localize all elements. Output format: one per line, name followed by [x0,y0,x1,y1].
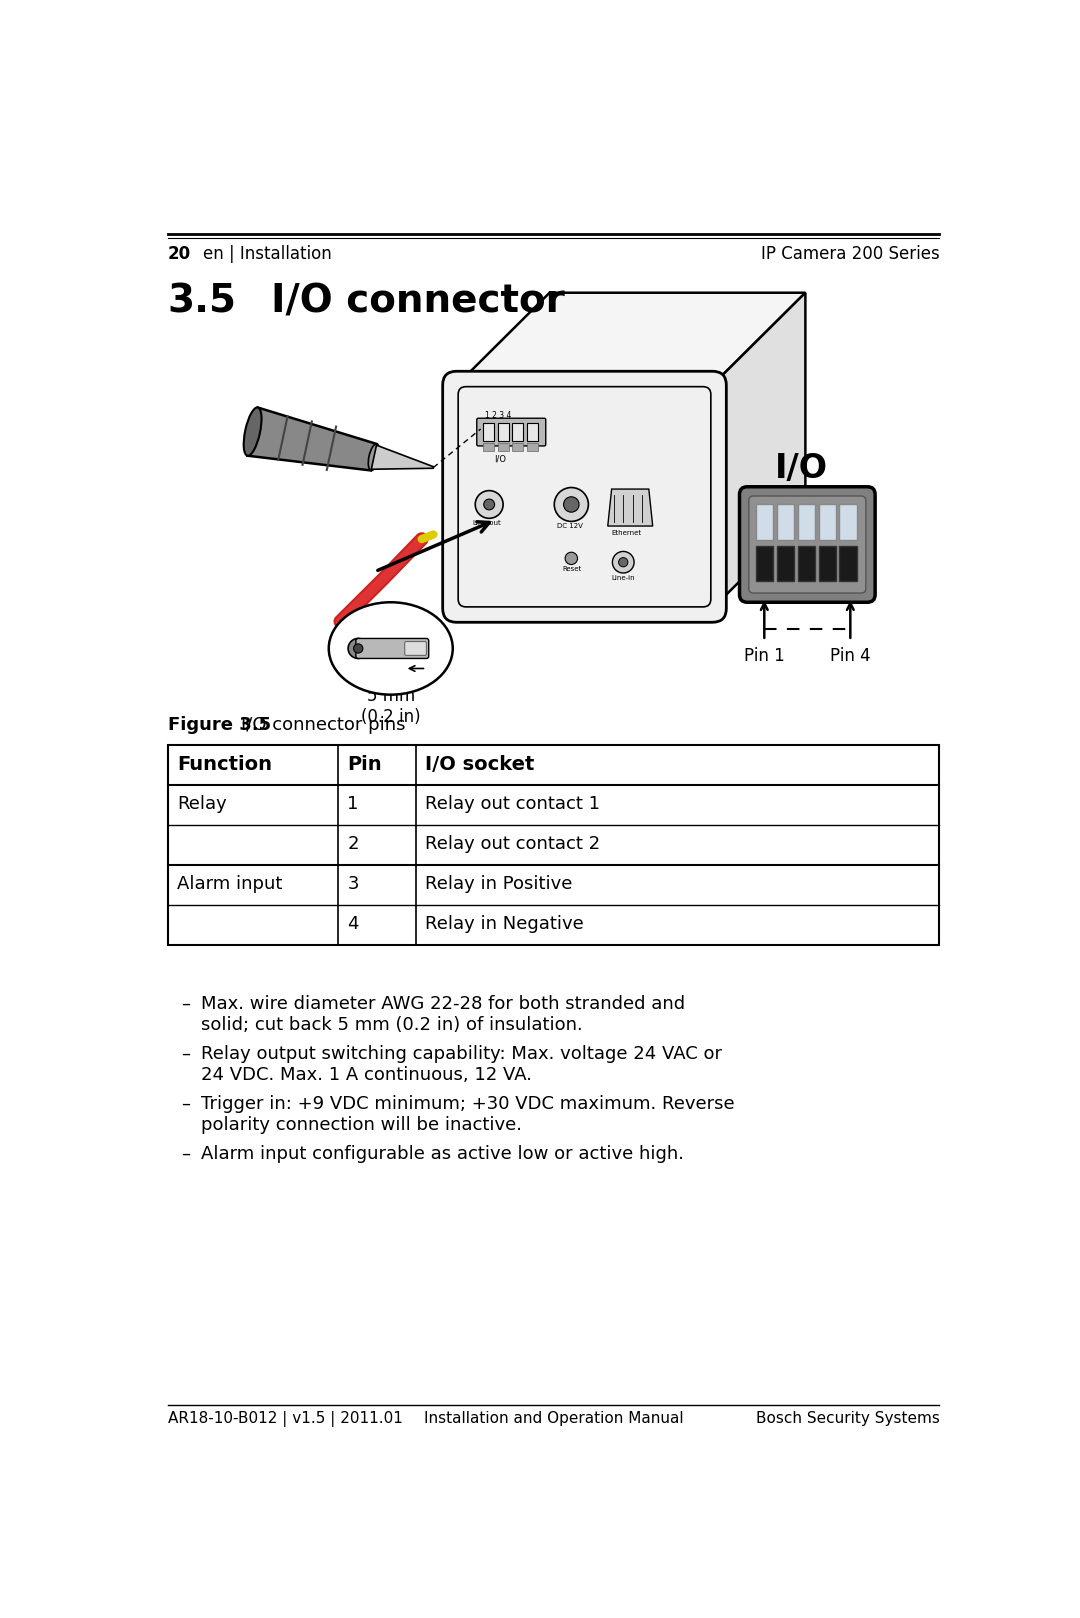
Text: Alarm input: Alarm input [177,875,282,893]
Text: Relay in Positive: Relay in Positive [424,875,572,893]
Text: Trigger in: +9 VDC minimum; +30 VDC maximum. Reverse
polarity connection will be: Trigger in: +9 VDC minimum; +30 VDC maxi… [201,1095,734,1134]
Text: AR18-10-B012 | v1.5 | 2011.01: AR18-10-B012 | v1.5 | 2011.01 [167,1411,403,1427]
Ellipse shape [368,443,379,471]
Text: Line-in: Line-in [611,574,635,581]
Text: Pin 1: Pin 1 [744,647,785,665]
FancyBboxPatch shape [527,422,538,442]
FancyBboxPatch shape [405,641,427,655]
Circle shape [475,490,503,518]
FancyBboxPatch shape [512,443,524,450]
Circle shape [353,644,363,654]
Polygon shape [713,293,806,608]
FancyBboxPatch shape [798,505,814,540]
Text: Alarm input configurable as active low or active high.: Alarm input configurable as active low o… [201,1146,684,1163]
FancyBboxPatch shape [777,545,794,581]
FancyBboxPatch shape [756,545,773,581]
Text: Relay out contact 2: Relay out contact 2 [424,835,600,853]
Bar [167,744,940,945]
Text: Relay output switching capability: Max. voltage 24 VAC or
24 VDC. Max. 1 A conti: Relay output switching capability: Max. … [201,1045,721,1084]
Text: en | Installation: en | Installation [203,244,332,264]
Ellipse shape [244,408,261,456]
Text: 3: 3 [348,875,359,893]
Circle shape [612,552,634,573]
FancyBboxPatch shape [498,443,509,450]
Text: –: – [181,995,190,1013]
Polygon shape [608,489,652,526]
FancyBboxPatch shape [839,505,856,540]
FancyBboxPatch shape [748,497,866,594]
Circle shape [565,552,578,565]
Text: Relay out contact 1: Relay out contact 1 [424,794,599,812]
Text: 5 mm
(0.2 in): 5 mm (0.2 in) [361,688,420,726]
FancyBboxPatch shape [798,545,814,581]
Text: Figure 3.5: Figure 3.5 [167,717,271,735]
Text: Pin 4: Pin 4 [831,647,870,665]
Text: Max. wire diameter AWG 22-28 for both stranded and
solid; cut back 5 mm (0.2 in): Max. wire diameter AWG 22-28 for both st… [201,995,685,1034]
Text: I/O connector: I/O connector [271,283,565,320]
FancyBboxPatch shape [483,422,494,442]
Text: Ethernet: Ethernet [611,529,642,536]
FancyBboxPatch shape [777,505,794,540]
Text: 1 2 3 4: 1 2 3 4 [485,411,511,419]
Text: –: – [181,1095,190,1113]
FancyBboxPatch shape [839,545,856,581]
FancyBboxPatch shape [819,505,836,540]
Text: IP Camera 200 Series: IP Camera 200 Series [760,244,940,264]
Text: Relay: Relay [177,794,227,812]
FancyBboxPatch shape [756,505,773,540]
FancyBboxPatch shape [483,443,494,450]
Text: I/O: I/O [775,451,828,485]
FancyBboxPatch shape [458,387,711,607]
Text: Function: Function [177,754,272,773]
Text: 1: 1 [348,794,359,812]
Text: I/O: I/O [494,455,507,463]
Text: Bosch Security Systems: Bosch Security Systems [756,1411,940,1425]
Text: I/O connector pins: I/O connector pins [241,717,406,735]
Text: Line-out: Line-out [472,519,501,526]
FancyBboxPatch shape [512,422,524,442]
Text: –: – [181,1045,190,1063]
Circle shape [554,487,589,521]
FancyBboxPatch shape [527,443,538,450]
Polygon shape [457,293,806,385]
Text: Installation and Operation Manual: Installation and Operation Manual [423,1411,684,1425]
Circle shape [484,498,495,510]
Polygon shape [247,408,377,471]
FancyBboxPatch shape [498,422,509,442]
Text: DC 12V: DC 12V [557,523,583,529]
Circle shape [564,497,579,513]
Text: I/O socket: I/O socket [424,754,535,773]
Text: Relay in Negative: Relay in Negative [424,914,583,934]
Text: Reset: Reset [562,566,581,573]
Circle shape [348,639,368,659]
FancyBboxPatch shape [819,545,836,581]
Circle shape [619,558,627,566]
Polygon shape [372,445,433,469]
FancyBboxPatch shape [356,639,429,659]
FancyBboxPatch shape [476,417,545,447]
FancyBboxPatch shape [740,487,875,602]
Text: –: – [181,1146,190,1163]
Text: 4: 4 [348,914,359,934]
FancyBboxPatch shape [443,371,727,623]
Text: 3.5: 3.5 [167,283,237,320]
Ellipse shape [328,602,453,694]
Text: Pin: Pin [348,754,382,773]
Text: 2: 2 [348,835,359,853]
Text: 20: 20 [167,244,191,264]
